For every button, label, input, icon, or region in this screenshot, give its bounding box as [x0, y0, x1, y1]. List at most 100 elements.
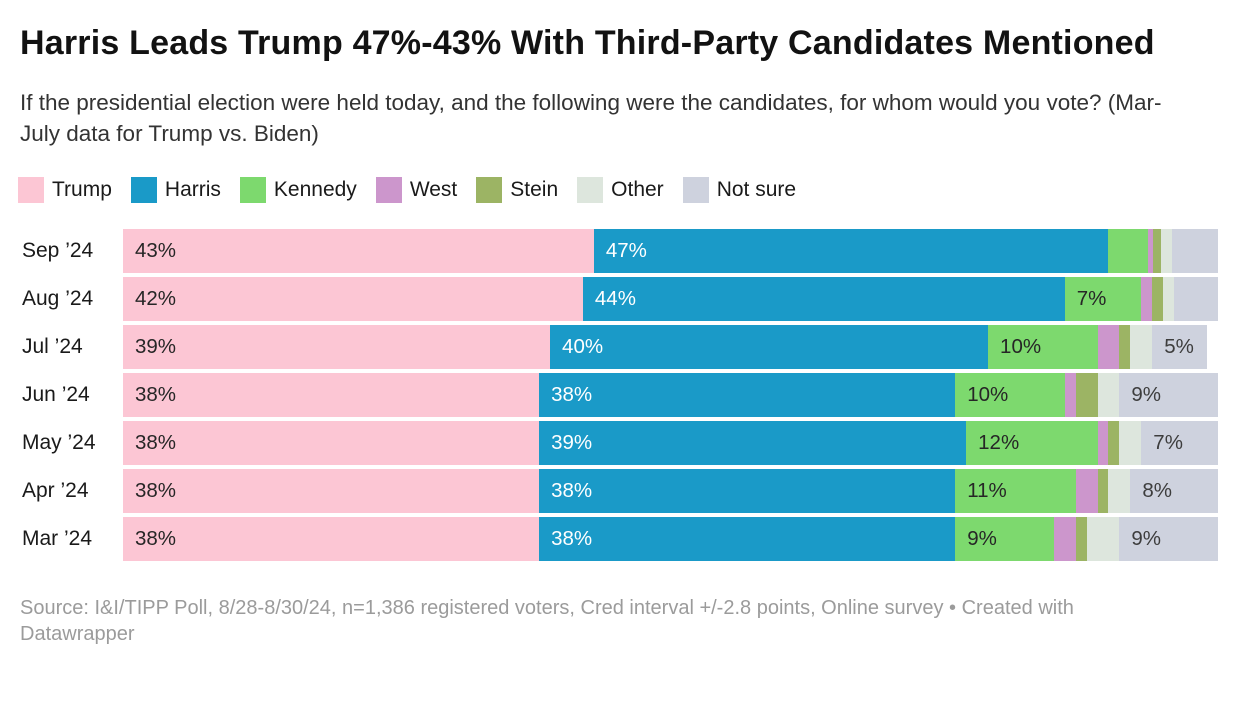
bar-segment-trump: 39%	[123, 324, 551, 369]
bar-segment-other	[1086, 516, 1120, 561]
bar-segment-kennedy: 11%	[955, 468, 1076, 513]
segment-value-label: 43%	[135, 238, 177, 262]
chart-row-may-24: May ’24 38% 39% 12% 7%	[18, 420, 1222, 465]
chart-row-sep-24: Sep ’24 43% 47%	[18, 228, 1222, 273]
bar-track: 38% 39% 12% 7%	[123, 420, 1218, 465]
bar-segment-west	[1064, 372, 1076, 417]
legend-item-harris: Harris	[130, 176, 221, 203]
bar-segment-other	[1097, 372, 1120, 417]
bar-segment-trump: 38%	[123, 420, 540, 465]
legend-item-not-sure: Not sure	[682, 176, 797, 203]
bar-segment-not-sure: 8%	[1130, 468, 1218, 513]
segment-value-label: 9%	[967, 526, 997, 550]
source-text: Source: I&I/TIPP Poll, 8/28-8/30/24, n=1…	[20, 596, 944, 619]
other-color-swatch	[577, 176, 604, 203]
segment-value-label: 10%	[967, 382, 1009, 406]
bar-segment-stein	[1097, 468, 1109, 513]
bar-segment-west	[1053, 516, 1076, 561]
chart-row-jun-24: Jun ’24 38% 38% 10% 9%	[18, 372, 1222, 417]
segment-value-label: 38%	[135, 430, 177, 454]
harris-color-swatch	[130, 176, 157, 203]
bar-segment-other	[1130, 324, 1153, 369]
bar-segment-harris: 44%	[582, 276, 1065, 321]
legend-item-other: Other	[577, 176, 664, 203]
bar-segment-harris: 38%	[539, 372, 956, 417]
segment-value-label: 8%	[1142, 478, 1172, 502]
source-footer: Source: I&I/TIPP Poll, 8/28-8/30/24, n=1…	[20, 595, 1190, 648]
bar-segment-harris: 47%	[593, 228, 1109, 273]
stacked-bar-chart: Sep ’24 43% 47% Aug ’24 42% 44% 7% Jul ’24 39% 40…	[18, 228, 1222, 561]
chart-row-apr-24: Apr ’24 38% 38% 11% 8%	[18, 468, 1222, 513]
segment-value-label: 7%	[1153, 430, 1183, 454]
row-label: May ’24	[22, 430, 96, 454]
legend-item-trump: Trump	[18, 176, 112, 203]
bar-track: 38% 38% 9% 9%	[123, 516, 1218, 561]
stein-color-swatch	[476, 176, 503, 203]
bar-segment-not-sure	[1174, 276, 1218, 321]
bar-segment-not-sure: 7%	[1141, 420, 1218, 465]
bar-track: 42% 44% 7%	[123, 276, 1218, 321]
bar-segment-other	[1161, 228, 1172, 273]
bar-segment-trump: 42%	[123, 276, 583, 321]
bar-segment-kennedy: 7%	[1064, 276, 1142, 321]
not-sure-color-swatch	[682, 176, 709, 203]
datawrapper-attribution-link[interactable]: Created with Datawrapper	[20, 596, 1074, 646]
bar-segment-harris: 38%	[539, 468, 956, 513]
bar-segment-west	[1141, 276, 1153, 321]
legend-item-west: West	[375, 176, 458, 203]
segment-value-label: 38%	[135, 526, 177, 550]
chart-title: Harris Leads Trump 47%-43% With Third-Pa…	[20, 24, 1155, 62]
row-label: Mar ’24	[22, 526, 93, 550]
bar-segment-harris: 40%	[550, 324, 989, 369]
row-label: Sep ’24	[22, 238, 94, 262]
bar-segment-not-sure: 9%	[1119, 516, 1218, 561]
segment-value-label: 38%	[551, 478, 593, 502]
bar-segment-other	[1119, 420, 1142, 465]
bar-segment-stein	[1075, 372, 1098, 417]
bar-segment-west	[1075, 468, 1098, 513]
bar-segment-kennedy: 9%	[955, 516, 1054, 561]
legend-label-kennedy: Kennedy	[273, 177, 357, 201]
chart-row-mar-24: Mar ’24 38% 38% 9% 9%	[18, 516, 1222, 561]
segment-value-label: 9%	[1131, 382, 1162, 406]
segment-value-label: 11%	[967, 478, 1007, 502]
legend-item-kennedy: Kennedy	[239, 176, 357, 203]
bar-segment-stein	[1119, 324, 1131, 369]
bar-segment-trump: 43%	[123, 228, 594, 273]
segment-value-label: 12%	[978, 430, 1020, 454]
bar-segment-trump: 38%	[123, 468, 540, 513]
segment-value-label: 7%	[1076, 286, 1107, 310]
legend-item-stein: Stein	[476, 176, 559, 203]
bar-segment-kennedy	[1108, 228, 1148, 273]
chart-subtitle: If the presidential election were held t…	[20, 89, 1162, 146]
legend-label-stein: Stein	[510, 177, 559, 201]
row-label: Jun ’24	[22, 382, 90, 406]
chart-page: Harris Leads Trump 47%-43% With Third-Pa…	[18, 24, 1222, 648]
bar-segment-not-sure	[1171, 228, 1218, 273]
bar-track: 38% 38% 11% 8%	[123, 468, 1218, 513]
bar-segment-trump: 38%	[123, 516, 540, 561]
segment-value-label: 38%	[135, 382, 177, 406]
segment-value-label: 39%	[551, 430, 593, 454]
legend: Trump Harris Kennedy West Stein Other Not sure	[18, 176, 1222, 203]
bar-segment-west	[1097, 324, 1120, 369]
bar-segment-kennedy: 10%	[988, 324, 1098, 369]
segment-value-label: 42%	[135, 286, 177, 310]
segment-value-label: 38%	[551, 526, 593, 550]
segment-value-label: 5%	[1164, 334, 1194, 358]
legend-label-west: West	[409, 177, 458, 201]
trump-color-swatch	[18, 176, 44, 203]
bar-segment-other	[1108, 468, 1131, 513]
bar-segment-stein	[1108, 420, 1120, 465]
legend-label-not-sure: Not sure	[716, 177, 797, 201]
bar-segment-other	[1163, 276, 1175, 321]
segment-value-label: 38%	[135, 478, 177, 502]
kennedy-color-swatch	[239, 176, 266, 203]
bar-track: 38% 38% 10% 9%	[123, 372, 1218, 417]
legend-label-other: Other	[611, 177, 664, 201]
bar-segment-kennedy: 12%	[966, 420, 1098, 465]
bar-segment-stein	[1075, 516, 1087, 561]
segment-value-label: 9%	[1131, 526, 1162, 550]
bar-segment-west	[1147, 228, 1154, 273]
chart-row-aug-24: Aug ’24 42% 44% 7%	[18, 276, 1222, 321]
